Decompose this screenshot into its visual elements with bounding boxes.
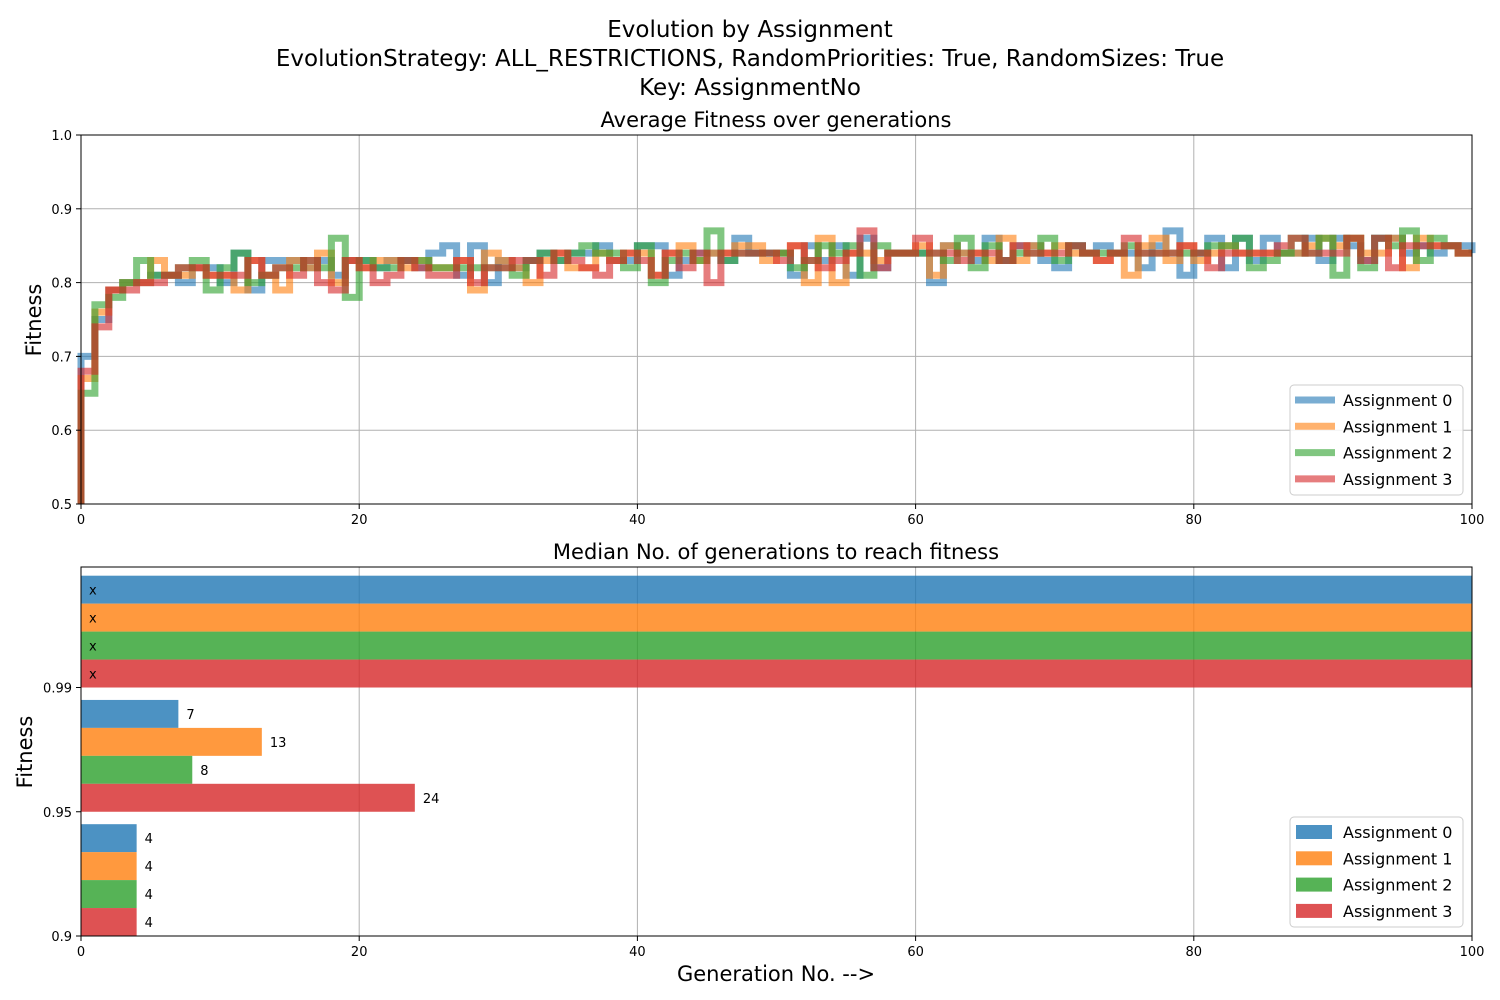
line-chart-frame	[80, 134, 1473, 505]
bar-value-label: x	[89, 584, 97, 599]
line-chart-xtick-label: 20	[351, 513, 368, 528]
line-chart-ylabel: Fitness	[22, 284, 46, 357]
line-chart-xtick-label: 100	[1460, 513, 1485, 528]
bar-value-label: 4	[145, 888, 153, 903]
line-chart-title: Average Fitness over generations	[601, 108, 952, 132]
bar-value-label: 24	[423, 792, 440, 807]
bar-chart-title: Median No. of generations to reach fitne…	[553, 540, 999, 564]
bar-chart-xtick-label: 60	[907, 945, 924, 960]
line-chart-ytick-label: 0.5	[51, 498, 72, 513]
figure-title-line-3: Key: AssignmentNo	[639, 75, 861, 101]
line-chart-ytick-label: 0.8	[51, 277, 72, 292]
line-chart-xtick-label: 0	[77, 513, 85, 528]
bar-legend-swatch	[1296, 903, 1332, 918]
bar-chart-xlabel: Generation No. -->	[677, 962, 875, 986]
bar-assignment-0-fitness-0.99	[81, 575, 1472, 604]
bar-value-label: x	[89, 668, 97, 683]
line-legend-label: Assignment 1	[1343, 417, 1452, 436]
line-chart-xtick-label: 40	[629, 513, 646, 528]
bar-assignment-0-fitness-0.95	[81, 699, 179, 728]
bar-chart-ylabel: Fitness	[13, 716, 37, 789]
bar-legend-label: Assignment 0	[1343, 823, 1452, 842]
bar-value-label: 4	[145, 916, 153, 931]
bar-assignment-0-fitness-0.9	[81, 824, 137, 853]
bar-assignment-3-fitness-0.95	[81, 783, 415, 812]
bar-value-label: 4	[145, 860, 153, 875]
bar-chart-xtick-label: 100	[1460, 945, 1485, 960]
line-chart-ytick-label: 0.7	[51, 350, 72, 365]
line-chart-ticks: 0 20 40 60 80 100 0.5 0.6 0.7 0.8 0.9 1.0	[51, 129, 1484, 528]
bar-assignment-3-fitness-0.9	[81, 908, 137, 936]
bar-value-label: 13	[270, 736, 287, 751]
bar-chart-ytick-label: 0.99	[43, 682, 72, 697]
line-chart-grid	[80, 134, 1473, 505]
line-chart-ytick-label: 0.9	[51, 203, 72, 218]
bar-legend-swatch	[1296, 825, 1332, 839]
bar-assignment-2-fitness-0.9	[81, 880, 137, 909]
bar-chart-ticks: 0 20 40 60 80 100 0.9 0.95 0.99	[43, 682, 1484, 960]
bar-chart-xtick-label: 40	[629, 945, 646, 960]
bar-legend-swatch	[1296, 877, 1332, 892]
bar-chart-xtick-label: 80	[1186, 945, 1203, 960]
bar-value-label: x	[89, 640, 97, 655]
figure-title-line-2: EvolutionStrategy: ALL_RESTRICTIONS, Ran…	[275, 46, 1225, 72]
bar-chart-legend: Assignment 0 Assignment 1 Assignment 2 Assi…	[1289, 816, 1464, 928]
line-chart-xtick-label: 60	[907, 513, 924, 528]
line-legend-label: Assignment 0	[1343, 391, 1452, 410]
figure-title-line-1: Evolution by Assignment	[607, 17, 893, 43]
line-legend-box	[1289, 384, 1464, 496]
bar-value-label: x	[89, 612, 97, 627]
line-legend-label: Assignment 3	[1343, 470, 1452, 489]
bar-assignment-1-fitness-0.99	[81, 603, 1472, 632]
bar-assignment-3-fitness-0.99	[81, 659, 1472, 688]
bar-assignment-2-fitness-0.99	[81, 631, 1472, 660]
bar-chart-frame	[80, 566, 1473, 937]
line-chart-xtick-label: 80	[1186, 513, 1203, 528]
bar-legend-label: Assignment 2	[1343, 876, 1452, 895]
bar-legend-label: Assignment 3	[1343, 902, 1452, 921]
bar-assignment-1-fitness-0.95	[81, 727, 262, 756]
series-line-assignment-3	[77, 227, 1472, 504]
line-chart-ytick-label: 1.0	[51, 129, 72, 144]
line-legend-label: Assignment 2	[1343, 444, 1452, 463]
bar-value-label: 8	[200, 764, 208, 779]
bar-legend-box	[1289, 816, 1464, 928]
median-generations-bar-chart: Median No. of generations to reach fitne…	[13, 540, 1484, 986]
bar-legend-swatch	[1296, 851, 1332, 866]
line-chart-series	[77, 227, 1476, 504]
bar-chart-ytick-label: 0.95	[43, 806, 72, 821]
bar-chart-ytick-label: 0.9	[51, 930, 72, 945]
bar-value-label: 4	[145, 832, 153, 847]
bar-legend-label: Assignment 1	[1343, 849, 1452, 868]
bar-chart-xtick-label: 20	[351, 945, 368, 960]
bar-assignment-1-fitness-0.9	[81, 852, 137, 881]
line-chart-legend: Assignment 0 Assignment 1 Assignment 2 Assi…	[1289, 384, 1464, 496]
fitness-line-chart: Average Fitness over generations 0 20 40 60…	[22, 108, 1484, 528]
bar-assignment-2-fitness-0.95	[81, 755, 193, 784]
bar-chart-xtick-label: 0	[77, 945, 85, 960]
line-chart-ytick-label: 0.6	[51, 424, 72, 439]
bar-value-label: 7	[186, 708, 194, 723]
